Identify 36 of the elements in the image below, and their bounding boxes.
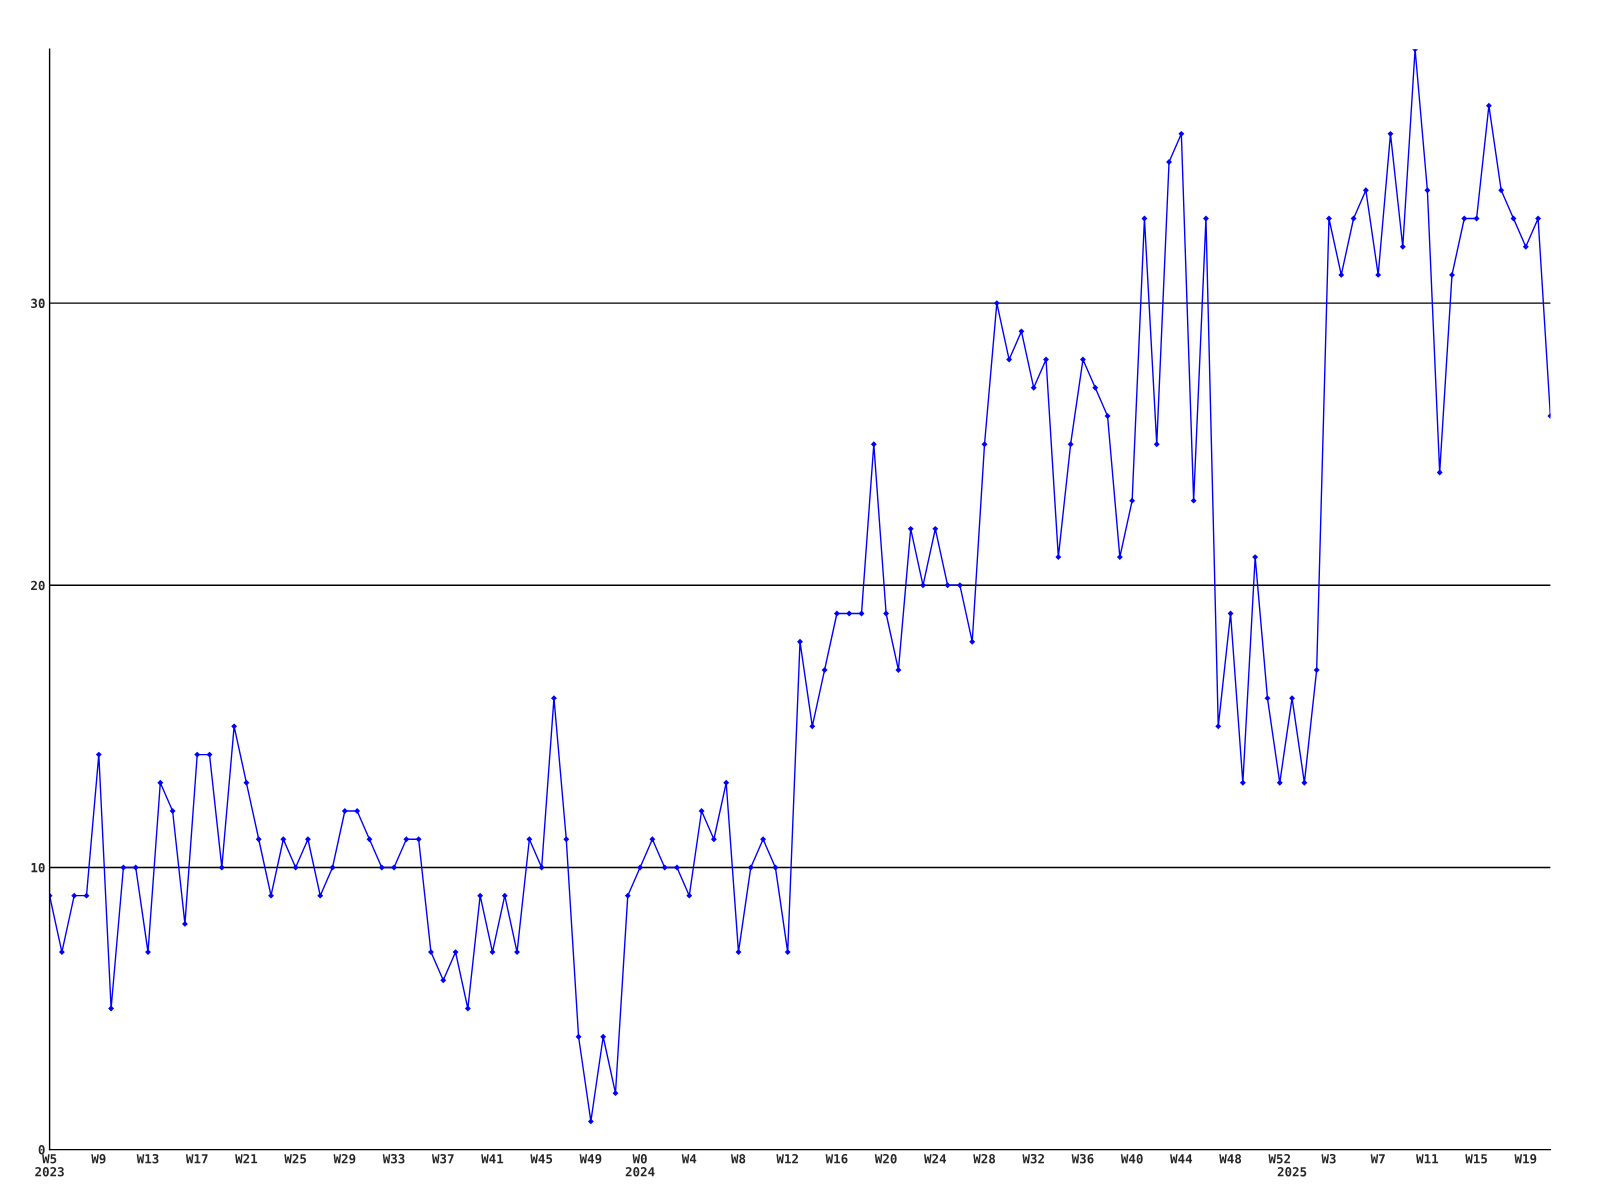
x-tick-label: W9: [91, 1154, 106, 1164]
y-tick-label: 0: [38, 1145, 45, 1155]
x-tick-label: W44: [1170, 1154, 1193, 1164]
x-tick-label: W3: [1321, 1153, 1336, 1164]
x-tick-label: W8: [730, 1153, 746, 1164]
x-tick-label: W0 2024: [625, 1153, 655, 1177]
x-tick-label: W12: [776, 1153, 798, 1164]
x-tick-label: W13: [136, 1153, 159, 1164]
x-tick-label: W37: [431, 1153, 454, 1164]
x-tick-label: W16: [825, 1154, 848, 1164]
x-tick-label: W28: [973, 1153, 996, 1164]
y-tick-label: 20: [31, 580, 45, 591]
x-tick-label: W41: [481, 1154, 504, 1164]
x-tick-label: W17: [185, 1154, 208, 1164]
x-tick-label: W20: [874, 1153, 897, 1164]
x-tick-label: W40: [1120, 1153, 1143, 1164]
x-tick-label: W36: [1071, 1153, 1094, 1164]
y-tick-label: 10: [31, 862, 45, 873]
x-tick-label: W19: [1514, 1154, 1537, 1164]
x-tick-label: W48: [1219, 1153, 1242, 1164]
y-tick-label: 30: [31, 298, 45, 309]
x-tick-label: W5 2023: [35, 1154, 64, 1177]
x-tick-label: W15: [1465, 1154, 1488, 1164]
x-tick-label: W52: [1268, 1153, 1291, 1164]
x-tick-label: W45: [530, 1154, 553, 1164]
x-tick-label: W49: [579, 1154, 602, 1164]
x-tick-label: W29: [333, 1153, 356, 1164]
x-tick-label: W33: [382, 1153, 405, 1164]
x-tick-label: W21: [235, 1153, 258, 1164]
x-tick-label: W4: [681, 1154, 697, 1164]
x-tick-label: 2025: [1277, 1167, 1307, 1177]
x-tick-label: W32: [1022, 1153, 1044, 1164]
x-tick-label: W7: [1370, 1154, 1385, 1164]
x-tick-label: W25: [284, 1153, 307, 1164]
x-tick-label: W24: [924, 1153, 947, 1164]
x-tick-label: W11: [1416, 1154, 1439, 1164]
